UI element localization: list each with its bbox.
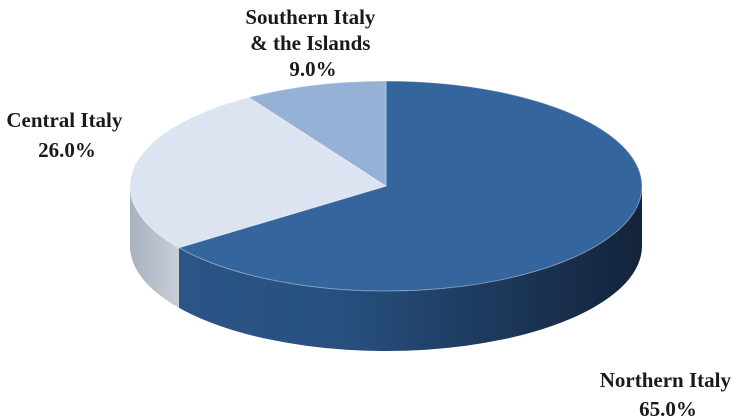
slice-label-northern: Northern Italy 65.0%: [600, 368, 736, 420]
slice-value-northern: 65.0%: [639, 397, 697, 420]
slice-side-central: [130, 186, 179, 308]
slice-value-central: 26.0%: [38, 138, 96, 162]
slice-northern: [177, 80, 643, 292]
slice-label-central: Central Italy 26.0%: [6, 108, 127, 162]
slice-label-northern-line1: Northern Italy: [600, 368, 732, 392]
pie-top-faces: [129, 80, 643, 292]
slice-label-central-line1: Central Italy: [6, 108, 123, 132]
slice-central: [129, 96, 388, 249]
slice-side-northern: [178, 186, 642, 352]
slice-label-southern-line1: Southern Italy: [245, 5, 376, 29]
slice-southern: [247, 80, 387, 187]
slice-label-southern: Southern Italy & the Islands 9.0%: [245, 5, 380, 81]
slice-label-southern-line2: & the Islands: [250, 31, 370, 55]
pie-side-walls: [130, 186, 642, 352]
slice-value-southern: 9.0%: [289, 57, 336, 81]
